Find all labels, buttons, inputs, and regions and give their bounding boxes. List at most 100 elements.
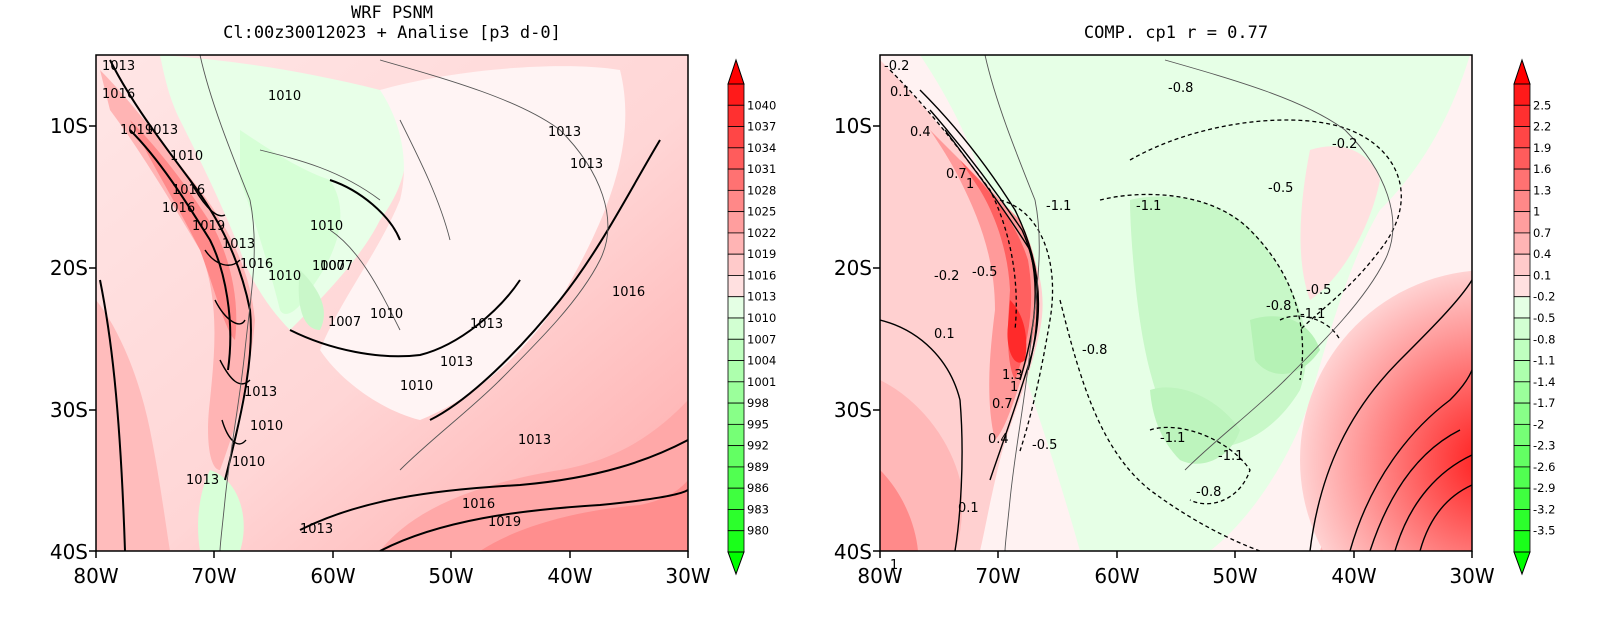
colorbar-cell xyxy=(727,126,745,149)
colorbar-cell xyxy=(1513,168,1531,191)
x-tick-label: 30W xyxy=(1449,564,1494,588)
colorbar-cell xyxy=(727,211,745,234)
contour-label: 1013 xyxy=(518,433,551,448)
contour-label: 0.1 xyxy=(958,501,979,516)
contour-label: 1016 xyxy=(462,497,495,512)
colorbar-cell xyxy=(1513,445,1531,468)
colorbar-cell xyxy=(727,275,745,298)
x-tick-label: 50W xyxy=(1212,564,1257,588)
colorbar-min-arrow xyxy=(1513,551,1531,576)
contour-label: -1.1 xyxy=(1160,431,1185,446)
colorbar-cell xyxy=(727,466,745,489)
colorbar-cell xyxy=(727,296,745,319)
colorbar-cell xyxy=(1513,126,1531,149)
colorbar-cell xyxy=(727,317,745,340)
y-tick-label: 20S xyxy=(834,256,872,280)
colorbar-label: 998 xyxy=(747,396,769,410)
colorbar-label: 980 xyxy=(747,524,769,538)
contour-label: 1 xyxy=(1010,380,1018,395)
colorbar-label: 1001 xyxy=(747,375,776,389)
colorbar-label: 1022 xyxy=(747,226,776,240)
x-tick-label: 50W xyxy=(428,564,473,588)
contour-label: -0.5 xyxy=(972,265,997,280)
colorbar-label: 986 xyxy=(747,481,769,495)
contour-label: 1016 xyxy=(102,87,135,102)
colorbar-cell xyxy=(1513,402,1531,425)
colorbar-label: -3.5 xyxy=(1533,524,1555,538)
contour-label: 1013 xyxy=(102,59,135,74)
right-title: COMP. cp1 r = 0.77 xyxy=(1084,23,1268,43)
right-colorbar: 2.5 2.2 1.9 1.6 1.3 1 0.7 0.4 0.1 -0.2 -0.5 -0.8 -1.… xyxy=(1513,58,1555,576)
colorbar-cell xyxy=(727,104,745,127)
colorbar-cell xyxy=(1513,253,1531,276)
contour-label: 0.1 xyxy=(934,327,955,342)
contour-label: -0.5 xyxy=(1268,181,1293,196)
y-tick-label: 10S xyxy=(50,114,88,138)
contour-label: 1007 xyxy=(328,315,361,330)
colorbar-cell xyxy=(1513,189,1531,213)
colorbar-label: 0.7 xyxy=(1533,226,1551,240)
x-tick-label: 30W xyxy=(665,564,710,588)
colorbar-label: -2.6 xyxy=(1533,460,1555,474)
contour-label: -0.2 xyxy=(1332,137,1357,152)
contour-label: 1 xyxy=(966,177,974,192)
contour-label: 1013 xyxy=(145,123,178,138)
contour-label: -0.5 xyxy=(1032,438,1057,453)
x-tick-label: 70W xyxy=(191,564,236,588)
colorbar-label: 0.4 xyxy=(1533,247,1551,261)
colorbar-label: -2.3 xyxy=(1533,439,1555,453)
x-tick-label: 70W xyxy=(975,564,1020,588)
contour-label: -1.1 xyxy=(1136,199,1161,214)
colorbar-cell xyxy=(1513,487,1531,510)
colorbar-label: -0.8 xyxy=(1533,332,1555,346)
contour-label: 1010 xyxy=(310,219,343,234)
right-frame xyxy=(879,54,1473,552)
contour-label: 1016 xyxy=(240,257,273,272)
colorbar-cell xyxy=(1513,381,1531,404)
x-tick-label: 60W xyxy=(1094,564,1139,588)
colorbar-cell xyxy=(1513,530,1531,553)
y-tick-label: 10S xyxy=(834,114,872,138)
contour-label: 1010 xyxy=(400,379,433,394)
colorbar-cell xyxy=(727,509,745,532)
colorbar-label: -0.5 xyxy=(1533,311,1555,325)
colorbar-label: -0.2 xyxy=(1533,290,1555,304)
colorbar-label: 1028 xyxy=(747,183,776,197)
colorbar-cell xyxy=(1513,83,1531,106)
colorbar-cell xyxy=(1513,275,1531,298)
contour-label: 1013 xyxy=(548,125,581,140)
contour-label: -1.1 xyxy=(1218,449,1243,464)
colorbar-cell xyxy=(1513,147,1531,170)
colorbar-cell xyxy=(727,402,745,425)
contour-label: -0.2 xyxy=(884,59,909,74)
colorbar-cell xyxy=(1513,317,1531,340)
contour-label: -0.8 xyxy=(1168,81,1193,96)
colorbar-cell xyxy=(727,445,745,468)
left-title-line1: WRF PSNM xyxy=(351,3,433,23)
colorbar-label: 995 xyxy=(747,417,769,431)
colorbar-label: 1016 xyxy=(747,268,776,282)
contour-label: -0.5 xyxy=(1306,283,1331,298)
colorbar-cell xyxy=(1513,296,1531,319)
contour-label: -0.8 xyxy=(1196,485,1221,500)
x-tick-label: 80W xyxy=(73,564,118,588)
contour-label: -1.1 xyxy=(1046,199,1071,214)
contour-label: 1019 xyxy=(192,219,225,234)
contour-label: 1013 xyxy=(300,522,333,537)
colorbar-label: 1040 xyxy=(747,98,776,112)
contour-label: 1010 xyxy=(170,149,203,164)
left-title-line2: Cl:00z30012023 + Analise [p3 d-0] xyxy=(223,23,561,43)
colorbar-label: 1.9 xyxy=(1533,141,1551,155)
colorbar-cell xyxy=(727,83,745,106)
contour-label: 1007 xyxy=(312,259,345,274)
colorbar-min-arrow xyxy=(727,551,745,576)
contour-label: 1010 xyxy=(370,307,403,322)
colorbar-label: -2.9 xyxy=(1533,481,1555,495)
colorbar-cell xyxy=(727,423,745,447)
colorbar-cell xyxy=(1513,232,1531,255)
right-axes: 80W 70W 60W 50W 40W 30W 10S 20S 30S 40S xyxy=(834,114,1495,588)
colorbar-max-arrow xyxy=(1513,58,1531,85)
contour-label: -1.1 xyxy=(1300,307,1325,322)
contour-label: 1013 xyxy=(440,355,473,370)
colorbar-label: 1037 xyxy=(747,120,776,134)
